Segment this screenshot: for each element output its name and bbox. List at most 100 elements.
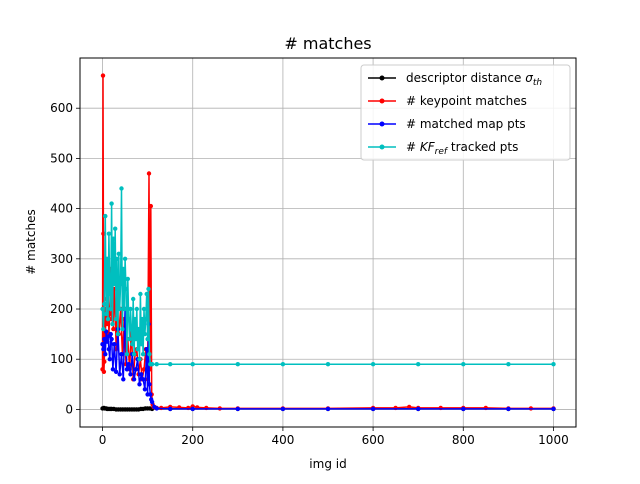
plot-frame [79, 57, 577, 428]
data-point-mapPts [104, 329, 109, 334]
data-point-mapPts [124, 367, 130, 372]
y-tick-label: 600 [50, 101, 73, 115]
data-point-mapPts [103, 352, 108, 357]
legend-subscript: ref [435, 147, 449, 157]
data-point-tracked [110, 321, 115, 327]
legend-math: σ [525, 71, 533, 85]
x-tick-label: 200 [181, 433, 204, 447]
data-point-tracked [190, 362, 195, 367]
data-point-mapPts [112, 342, 117, 347]
data-point-tracked [154, 362, 159, 367]
data-point-tracked [115, 331, 121, 337]
data-point-tracked [146, 286, 151, 292]
data-point-keypoint [146, 171, 152, 176]
data-point-tracked [144, 291, 149, 297]
legend-marker-descriptor [379, 75, 385, 81]
legend-text: # keypoint matches [406, 94, 527, 108]
data-point-mapPts [370, 406, 376, 412]
data-point-tracked [168, 362, 173, 367]
data-point-mapPts [144, 347, 149, 352]
data-point-keypoint [407, 404, 412, 410]
legend-text: # matched map pts [406, 117, 526, 131]
data-point-mapPts [133, 367, 139, 372]
data-point-mapPts [168, 406, 173, 412]
y-tick-label: 100 [50, 352, 73, 366]
data-point-tracked [107, 291, 113, 297]
data-point-tracked [551, 362, 556, 367]
data-point-tracked [325, 362, 331, 367]
x-axis-label: img id [309, 457, 346, 471]
data-point-mapPts [235, 406, 240, 412]
y-tick-label: 400 [50, 202, 73, 216]
data-point-keypoint [104, 321, 110, 327]
data-point-tracked [100, 306, 105, 312]
data-point-mapPts [139, 372, 144, 377]
data-point-mapPts [101, 347, 106, 352]
chart-title: # matches [284, 34, 371, 53]
legend-text: # [406, 140, 420, 154]
data-point-tracked [132, 316, 138, 322]
data-point-tracked [149, 362, 155, 367]
data-point-tracked [280, 362, 286, 367]
data-point-mapPts [102, 336, 107, 342]
data-point-tracked [137, 357, 142, 362]
data-point-keypoint [101, 369, 107, 374]
data-point-tracked [138, 291, 143, 297]
data-point-mapPts [106, 347, 112, 352]
legend-subscript: th [533, 78, 543, 88]
data-point-tracked [109, 201, 114, 206]
y-axis-label: # matches [24, 209, 38, 274]
data-point-tracked [113, 226, 118, 231]
y-tick-label: 500 [50, 151, 73, 165]
data-point-tracked [108, 306, 113, 312]
data-point-mapPts [325, 406, 331, 412]
data-point-mapPts [104, 339, 110, 344]
legend-frame [360, 64, 571, 161]
y-tick-label: 200 [50, 302, 73, 316]
data-point-mapPts [108, 331, 113, 337]
data-point-tracked [235, 362, 240, 367]
data-point-tracked [133, 336, 139, 342]
data-point-mapPts [148, 392, 153, 397]
data-point-mapPts [137, 382, 142, 387]
data-point-tracked [506, 362, 511, 367]
data-point-tracked [130, 342, 135, 347]
data-point-tracked [131, 352, 137, 357]
data-point-tracked [143, 316, 148, 322]
data-point-mapPts [416, 406, 421, 412]
data-point-mapPts [109, 336, 114, 342]
legend-label-keypoint: # keypoint matches [406, 94, 527, 108]
data-point-tracked [104, 311, 109, 317]
data-point-mapPts [128, 372, 133, 377]
data-point-tracked [119, 186, 124, 191]
data-point-mapPts [131, 377, 137, 382]
data-point-tracked [118, 281, 123, 287]
data-point-tracked [122, 256, 128, 261]
data-point-tracked [104, 256, 110, 261]
data-point-tracked [140, 316, 145, 322]
data-point-tracked [126, 316, 131, 322]
legend-text: descriptor distance [406, 71, 525, 85]
data-point-tracked [136, 326, 141, 332]
data-point-tracked [111, 236, 116, 241]
data-point-mapPts [551, 406, 556, 412]
data-point-tracked [128, 306, 133, 312]
data-point-tracked [113, 316, 119, 322]
legend: descriptor distance σth # keypoint matche… [360, 64, 571, 161]
data-point-tracked [121, 266, 126, 272]
data-point-tracked [103, 213, 108, 219]
data-point-tracked [114, 256, 120, 261]
data-point-tracked [147, 352, 152, 357]
data-point-mapPts [107, 357, 113, 362]
data-point-mapPts [117, 372, 122, 377]
data-point-mapPts [147, 382, 152, 387]
data-point-mapPts [119, 352, 124, 357]
grid-layer [80, 58, 576, 427]
data-point-tracked [139, 342, 144, 347]
data-point-tracked [105, 316, 111, 322]
data-point-mapPts [506, 406, 511, 412]
data-point-mapPts [190, 406, 195, 412]
data-point-mapPts [113, 369, 119, 374]
